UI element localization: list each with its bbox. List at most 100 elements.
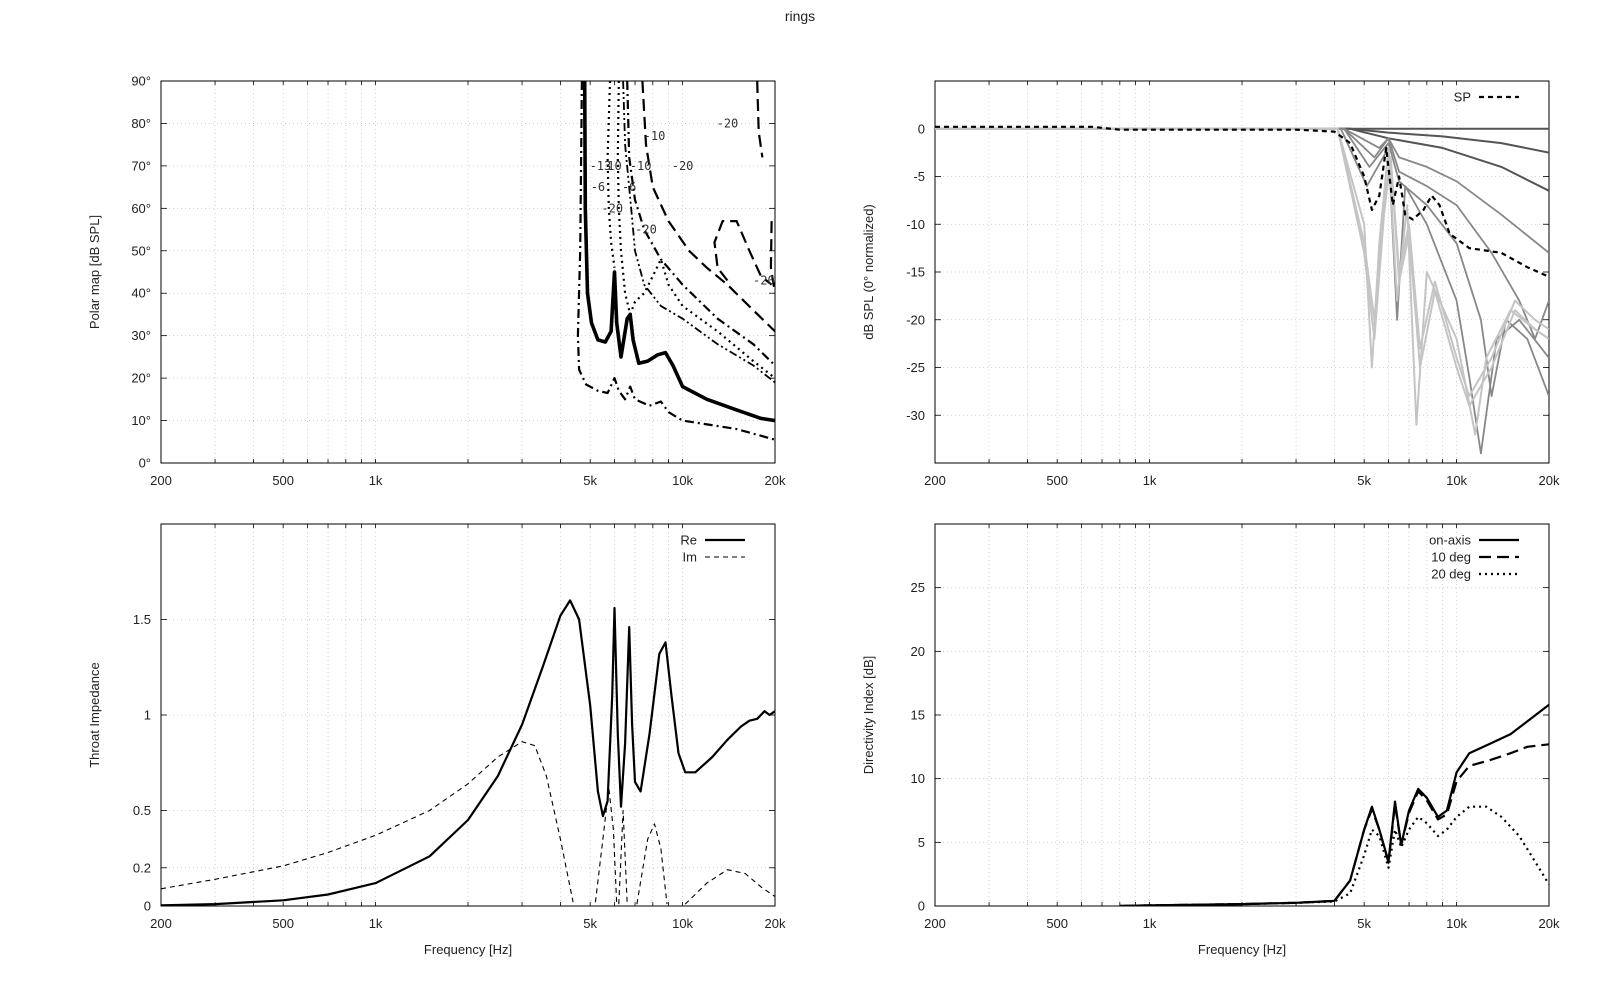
x-axis-label: Frequency [Hz] bbox=[1198, 942, 1286, 957]
contour-label: -20 bbox=[601, 201, 623, 215]
series-line-im bbox=[636, 823, 668, 905]
series-line-90-deg bbox=[935, 127, 1549, 407]
x-tick-label: 10k bbox=[672, 473, 693, 488]
series-line-80-deg bbox=[935, 127, 1549, 398]
y-tick-label: 20 bbox=[911, 644, 925, 659]
series-line-70-deg bbox=[935, 127, 1549, 436]
series-line-im bbox=[684, 869, 775, 905]
contour-label: 10 bbox=[607, 159, 621, 173]
x-tick-label: 20k bbox=[1539, 473, 1560, 488]
x-tick-label: 5k bbox=[1357, 473, 1371, 488]
x-tick-label: 10k bbox=[1446, 916, 1467, 931]
y-tick-label: 30° bbox=[131, 328, 151, 343]
series-line bbox=[606, 81, 616, 268]
y-tick-label: 1.5 bbox=[133, 612, 151, 627]
y-tick-label: 50° bbox=[131, 243, 151, 258]
x-tick-label: 1k bbox=[1143, 916, 1157, 931]
legend-label: 10 deg bbox=[1431, 550, 1471, 565]
x-tick-label: 20k bbox=[765, 473, 786, 488]
series-line bbox=[769, 221, 775, 294]
y-tick-label: 0 bbox=[918, 899, 925, 914]
x-tick-label: 5k bbox=[583, 473, 597, 488]
y-tick-label: 0° bbox=[139, 456, 151, 471]
legend-label: on-axis bbox=[1429, 533, 1471, 548]
chart-di: 200 500 1k 5k 10k 20k 0 5 10 15 20 25 Directivity In… bbox=[861, 523, 1560, 957]
series-line-im bbox=[594, 787, 618, 905]
chart-polar: 200 500 1k 5k 10k 20k 0° 10° 20° 30° 40° 50° 60° 70° 8… bbox=[87, 74, 786, 489]
x-tick-label: 10k bbox=[672, 916, 693, 931]
series-line-40-deg bbox=[935, 127, 1549, 340]
y-tick-label: -20 bbox=[906, 312, 925, 327]
x-tick-label: 500 bbox=[272, 473, 294, 488]
x-tick-label: 20k bbox=[765, 916, 786, 931]
x-tick-label: 1k bbox=[369, 916, 383, 931]
series-line bbox=[713, 220, 773, 286]
y-tick-label: -30 bbox=[906, 408, 925, 423]
y-axis-label: Directivity Index [dB] bbox=[861, 656, 876, 775]
legend-label: Re bbox=[680, 533, 697, 548]
series-group bbox=[935, 125, 1549, 455]
contour-label: -20 bbox=[635, 223, 657, 237]
legend-label: SP bbox=[1454, 90, 1471, 105]
y-tick-label: -10 bbox=[906, 217, 925, 232]
x-tick-label: 20k bbox=[1539, 916, 1560, 931]
x-tick-label: 500 bbox=[1046, 916, 1068, 931]
x-tick-label: 5k bbox=[583, 916, 597, 931]
series-line bbox=[622, 81, 775, 384]
y-tick-label: -15 bbox=[906, 265, 925, 280]
y-tick-label: 15 bbox=[911, 708, 925, 723]
x-tick-label: 10k bbox=[1446, 473, 1467, 488]
y-tick-label: -5 bbox=[913, 169, 925, 184]
x-tick-label: 200 bbox=[924, 916, 946, 931]
contour-label: -13 bbox=[590, 159, 612, 173]
series-line bbox=[576, 81, 775, 441]
y-tick-label: -25 bbox=[906, 360, 925, 375]
y-tick-label: 0 bbox=[144, 899, 151, 914]
y-axis-label: dB SPL (0° normalized) bbox=[861, 204, 876, 340]
y-tick-label: 1 bbox=[144, 708, 151, 723]
y-tick-label: 40° bbox=[131, 286, 151, 301]
series-group bbox=[576, 81, 775, 441]
series-line bbox=[641, 81, 775, 333]
contour-label: -20 bbox=[717, 116, 739, 130]
series-line bbox=[756, 81, 764, 158]
series-group bbox=[161, 599, 775, 906]
contour-label: -20 bbox=[753, 273, 775, 287]
x-tick-label: 1k bbox=[369, 473, 383, 488]
x-tick-label: 1k bbox=[1143, 473, 1157, 488]
contour-label: -10 bbox=[644, 129, 666, 143]
contour-label: -10 bbox=[630, 159, 652, 173]
y-tick-label: 5 bbox=[918, 835, 925, 850]
series-line-30-deg bbox=[935, 127, 1549, 254]
legend-label: Im bbox=[683, 550, 697, 565]
series-line-im bbox=[161, 741, 574, 903]
legend-label: 20 deg bbox=[1431, 567, 1471, 582]
y-axis-label: Polar map [dB SPL] bbox=[87, 215, 102, 329]
series-line bbox=[626, 81, 775, 367]
y-tick-label: 0.5 bbox=[133, 803, 151, 818]
contour-label: -20 bbox=[672, 159, 694, 173]
y-tick-label: 90° bbox=[131, 74, 151, 89]
contour-label: -6 bbox=[622, 180, 636, 194]
x-tick-label: 200 bbox=[924, 473, 946, 488]
x-tick-label: 500 bbox=[1046, 473, 1068, 488]
series-line-on-axis bbox=[1119, 703, 1549, 906]
y-tick-label: 10 bbox=[911, 771, 925, 786]
x-tick-label: 200 bbox=[150, 473, 172, 488]
y-tick-label: 0.2 bbox=[133, 860, 151, 875]
contour-label: -6 bbox=[591, 180, 605, 194]
y-tick-label: 20° bbox=[131, 371, 151, 386]
x-tick-label: 5k bbox=[1357, 916, 1371, 931]
series-group bbox=[1119, 703, 1549, 906]
figure-title: rings bbox=[784, 8, 816, 24]
x-tick-label: 500 bbox=[272, 916, 294, 931]
chart-spl: 200 500 1k 5k 10k 20k 0 -5 -10 -15 -20 -25 -30 dB SPL… bbox=[861, 80, 1560, 488]
x-axis-label: Frequency [Hz] bbox=[424, 942, 512, 957]
series-line-20-deg bbox=[1119, 805, 1549, 906]
y-tick-label: 60° bbox=[131, 201, 151, 216]
x-tick-label: 200 bbox=[150, 916, 172, 931]
y-tick-label: 0 bbox=[918, 121, 925, 136]
y-tick-label: 70° bbox=[131, 158, 151, 173]
